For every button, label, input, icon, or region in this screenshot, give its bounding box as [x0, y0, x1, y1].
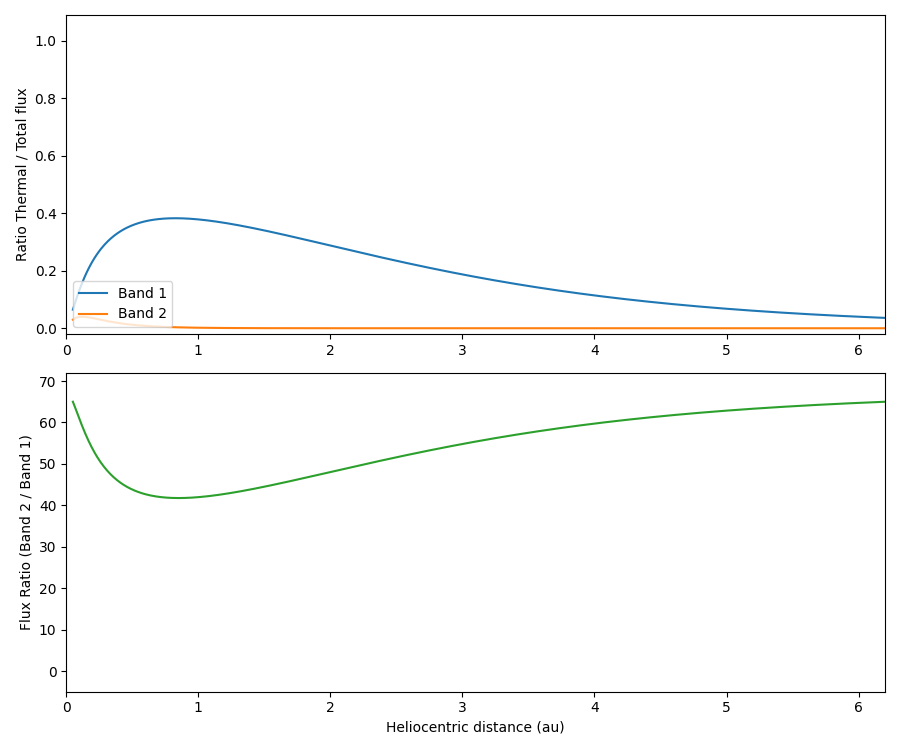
Line: Band 2: Band 2 [73, 316, 885, 328]
Band 2 [702, 324, 713, 333]
Band 2 [716, 324, 727, 333]
Band 2 [77, 312, 88, 321]
X-axis label: Heliocentric distance (au): Heliocentric distance (au) [386, 721, 565, 735]
Band 1 [170, 214, 181, 223]
Y-axis label: Flux Ratio (Band 2 / Band 1): Flux Ratio (Band 2 / Band 1) [20, 434, 33, 630]
Band 1 [150, 215, 161, 224]
Legend: Band 1, Band 2: Band 1, Band 2 [73, 281, 172, 327]
Band 2 [151, 322, 162, 331]
Band 1 [626, 296, 637, 304]
Band 2 [397, 324, 408, 333]
Band 2 [68, 315, 78, 324]
Band 1 [716, 304, 727, 313]
Band 1 [426, 264, 436, 273]
Band 2 [426, 324, 436, 333]
Band 2 [879, 324, 890, 333]
Band 1 [702, 303, 713, 312]
Band 1 [68, 305, 78, 314]
Band 1 [397, 257, 408, 266]
Band 2 [626, 324, 637, 333]
Band 1 [879, 314, 890, 322]
Y-axis label: Ratio Thermal / Total flux: Ratio Thermal / Total flux [15, 88, 29, 262]
Line: Band 1: Band 1 [73, 218, 885, 318]
